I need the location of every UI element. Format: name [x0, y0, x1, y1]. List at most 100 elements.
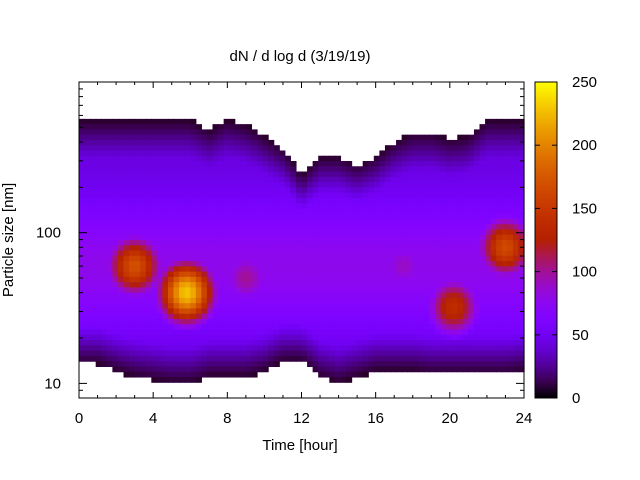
heatmap-cell: [429, 213, 436, 220]
heatmap-cell: [290, 329, 297, 336]
heatmap-cell: [129, 261, 136, 267]
heatmap-cell: [485, 345, 492, 352]
heatmap-cell: [140, 166, 147, 173]
heatmap-cell: [190, 150, 197, 157]
heatmap-cell: [362, 234, 369, 241]
heatmap-cell: [440, 292, 447, 299]
heatmap-cell: [218, 329, 225, 336]
heatmap-cell: [468, 145, 475, 152]
heatmap-cell: [301, 213, 308, 220]
heatmap-cell: [206, 350, 214, 357]
heatmap-cell: [218, 350, 225, 357]
heatmap-cell: [468, 271, 475, 278]
heatmap-cell: [346, 218, 353, 225]
heatmap-cell: [507, 329, 514, 336]
heatmap-cell: [412, 271, 419, 278]
heatmap-cell: [168, 282, 175, 288]
heatmap-cell: [479, 313, 486, 320]
heatmap-cell: [223, 118, 230, 125]
heatmap-cell: [473, 308, 481, 315]
heatmap-cell: [357, 234, 364, 241]
heatmap-cell: [390, 171, 397, 178]
heatmap-cell: [485, 329, 492, 336]
heatmap-cell: [201, 182, 208, 188]
heatmap-cell: [451, 208, 458, 215]
heatmap-cell: [240, 329, 247, 336]
heatmap-cell: [151, 329, 158, 336]
heatmap-cell: [257, 350, 264, 357]
heatmap-cell: [90, 213, 97, 220]
heatmap-cell: [496, 145, 503, 152]
heatmap-cell: [190, 155, 197, 162]
heatmap-cell: [257, 324, 264, 331]
heatmap-cell: [129, 319, 136, 325]
heatmap-cell: [485, 334, 492, 341]
heatmap-cell: [468, 324, 475, 331]
heatmap-cell: [318, 371, 325, 378]
heatmap-cell: [168, 276, 175, 283]
heatmap-cell: [473, 345, 481, 352]
heatmap-cell: [218, 282, 225, 288]
heatmap-cell: [206, 287, 214, 294]
heatmap-cell: [129, 171, 136, 178]
heatmap-cell: [234, 292, 241, 299]
heatmap-cell: [117, 297, 125, 304]
heatmap-cell: [190, 171, 197, 178]
heatmap-cell: [168, 166, 175, 173]
heatmap-cell: [373, 182, 380, 188]
heatmap-cell: [151, 139, 158, 146]
heatmap-cell: [112, 292, 119, 299]
heatmap-cell: [129, 155, 136, 162]
heatmap-cell: [279, 155, 286, 162]
heatmap-cell: [473, 161, 481, 167]
heatmap-cell: [451, 250, 458, 257]
heatmap-cell: [234, 139, 241, 146]
heatmap-cell: [412, 297, 419, 304]
heatmap-cell: [451, 218, 458, 225]
heatmap-cell: [451, 176, 458, 183]
heatmap-cell: [468, 218, 475, 225]
heatmap-cell: [212, 287, 219, 294]
heatmap-cell: [384, 218, 392, 225]
heatmap-cell: [301, 224, 308, 231]
heatmap-cell: [318, 203, 325, 209]
heatmap-cell: [440, 329, 447, 336]
heatmap-cell: [179, 197, 186, 204]
heatmap-cell: [190, 361, 197, 367]
heatmap-cell: [396, 276, 403, 283]
heatmap-cell: [485, 297, 492, 304]
heatmap-cell: [251, 313, 258, 320]
heatmap-cell: [273, 361, 280, 367]
heatmap-cell: [334, 192, 342, 199]
heatmap-cell: [496, 271, 503, 278]
heatmap-cell: [457, 340, 464, 346]
heatmap-cell: [346, 240, 353, 246]
heatmap-cell: [312, 340, 319, 346]
heatmap-cell: [451, 313, 458, 320]
heatmap-cell: [301, 266, 308, 273]
heatmap-cell: [290, 266, 297, 273]
heatmap-cell: [112, 340, 119, 346]
heatmap-cell: [84, 266, 91, 273]
heatmap-cell: [140, 350, 147, 357]
heatmap-cell: [518, 355, 525, 362]
heatmap-cell: [290, 197, 297, 204]
heatmap-cell: [340, 234, 347, 241]
heatmap-cell: [384, 334, 392, 341]
heatmap-cell: [479, 324, 486, 331]
heatmap-cell: [518, 224, 525, 231]
heatmap-cell: [351, 329, 358, 336]
heatmap-cell: [134, 245, 141, 252]
heatmap-cell: [462, 271, 469, 278]
heatmap-cell: [435, 171, 442, 178]
heatmap-cell: [368, 350, 375, 357]
heatmap-cell: [84, 303, 91, 310]
heatmap-cell: [429, 303, 436, 310]
heatmap-cell: [390, 187, 397, 194]
heatmap-cell: [462, 261, 469, 267]
heatmap-cell: [123, 319, 130, 325]
heatmap-cell: [412, 213, 419, 220]
heatmap-cell: [362, 192, 369, 199]
heatmap-cell: [290, 166, 297, 173]
heatmap-cell: [184, 371, 191, 378]
